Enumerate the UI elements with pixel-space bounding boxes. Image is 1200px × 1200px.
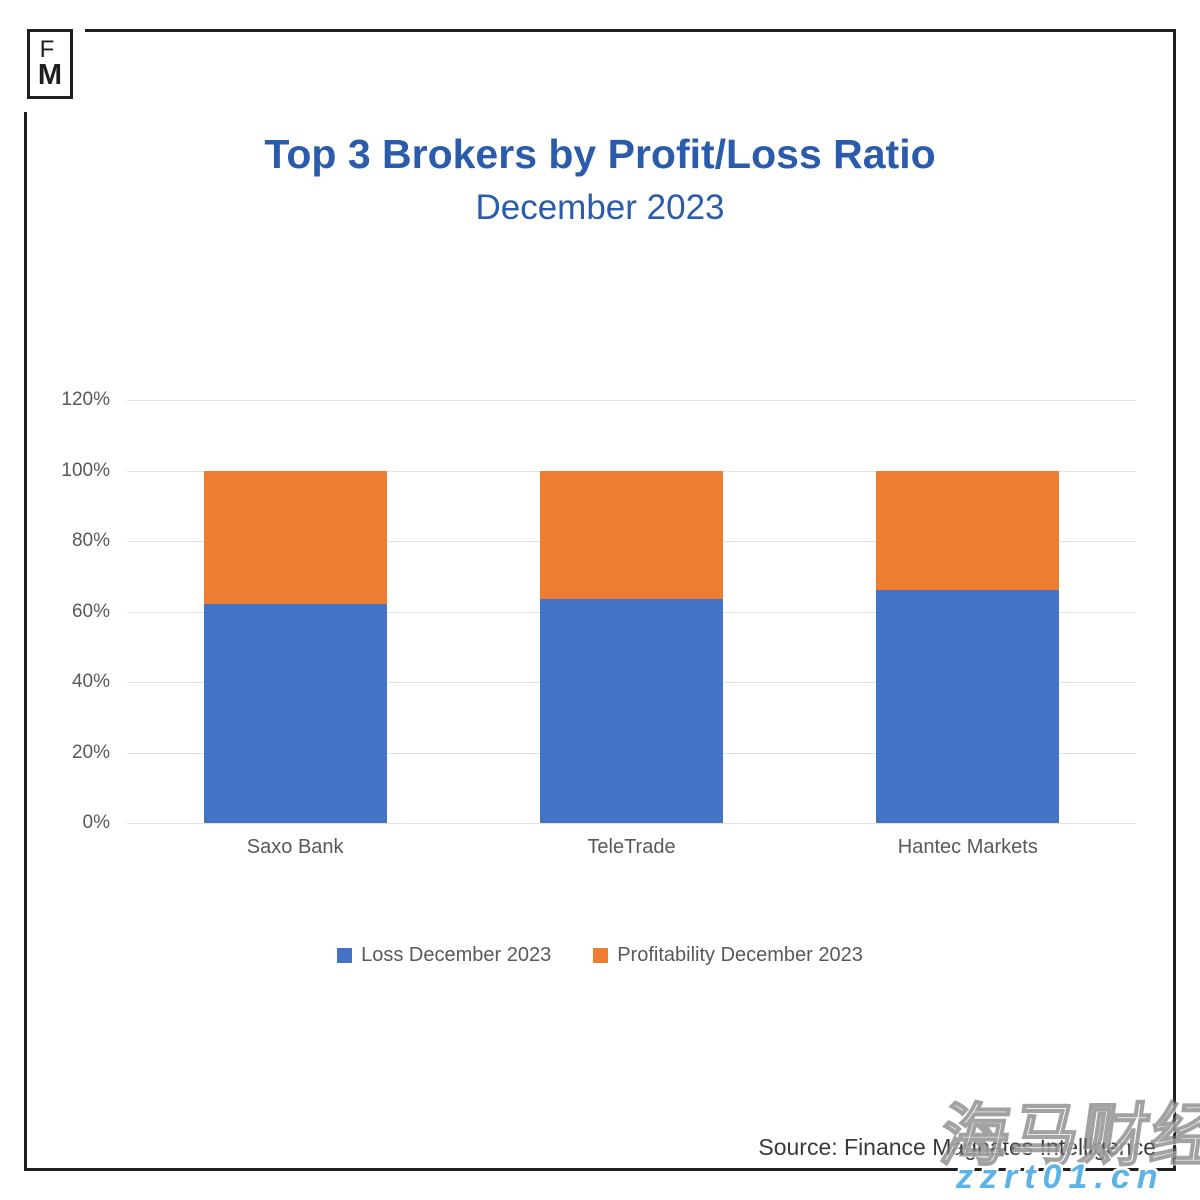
bar-slot (127, 400, 463, 823)
x-tick-label: TeleTrade (587, 836, 676, 858)
y-tick-label: 80% (71, 530, 110, 551)
bar-segment-loss (203, 604, 387, 823)
frame-right-line (1173, 29, 1176, 1171)
legend-label: Loss December 2023 (361, 944, 552, 966)
bar-saxo-bank (203, 470, 387, 823)
frame-left-line (24, 112, 27, 1168)
legend-label: Profitability December 2023 (617, 944, 863, 966)
plot-area (127, 400, 1136, 824)
legend-item: Loss December 2023 (337, 944, 551, 967)
bar-segment-loss (539, 599, 723, 823)
legend-swatch-icon (593, 948, 609, 963)
x-axis-labels: Saxo Bank TeleTrade Hantec Markets (127, 836, 1136, 859)
legend-swatch-icon (337, 948, 353, 963)
y-tick-label: 100% (61, 459, 110, 481)
bar-segment-profitability (539, 470, 723, 600)
logo-letter-f: F (39, 35, 55, 63)
gridline (127, 823, 1136, 824)
y-tick-label: 20% (71, 741, 110, 763)
frame-bottom-line (24, 1168, 1176, 1171)
bar-slot (800, 400, 1136, 823)
y-tick-label: 60% (71, 600, 110, 622)
y-axis: 0% 20% 40% 60% 80% 100% 120% (35, 389, 110, 833)
bar-segment-profitability (203, 470, 387, 605)
chart-title: Top 3 Brokers by Profit/Loss Ratio (264, 131, 936, 177)
y-tick-label: 0% (82, 812, 110, 833)
legend: Loss December 2023 Profitability December… (0, 944, 1200, 967)
bar-slot (463, 400, 799, 823)
frame-top-line (85, 29, 1176, 32)
y-tick-label: 120% (61, 389, 110, 410)
chart-subtitle: December 2023 (475, 188, 725, 227)
legend-item: Profitability December 2023 (593, 944, 863, 967)
source-credit: Source: Finance Magnates Intelligence (758, 1134, 1156, 1160)
bar-segment-loss (876, 590, 1060, 823)
bars-container (127, 400, 1136, 823)
bar-hantec-markets (876, 470, 1060, 823)
bar-teletrade (539, 470, 723, 823)
bar-segment-profitability (876, 470, 1060, 591)
logo-letter-m: M (37, 58, 63, 91)
x-tick-label: Saxo Bank (246, 836, 344, 858)
watermark-url-text: zzrt01.cn (956, 1158, 1165, 1196)
y-tick-label: 40% (71, 671, 110, 692)
x-tick-label: Hantec Markets (897, 836, 1038, 858)
fm-logo: F M (27, 29, 73, 99)
gridline (127, 400, 1136, 401)
